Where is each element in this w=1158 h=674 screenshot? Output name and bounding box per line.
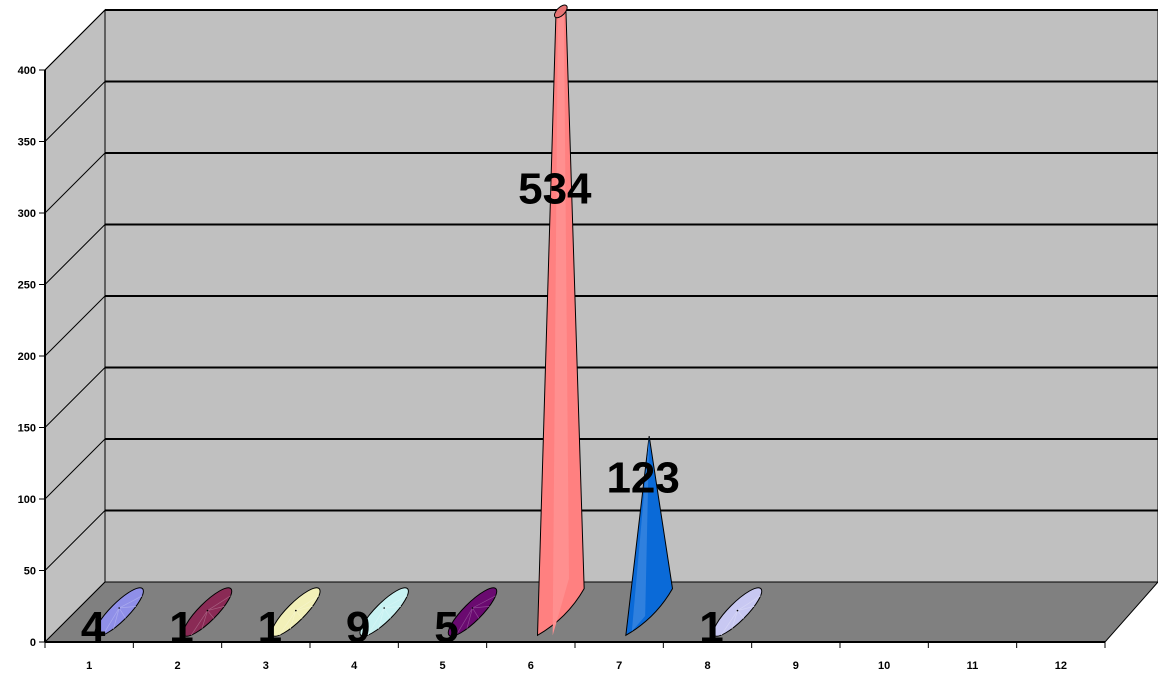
cone-facet — [472, 607, 480, 619]
gridlines — [44, 9, 1158, 571]
data-label-8: 1 — [699, 603, 723, 652]
y-tick-label: 250 — [18, 280, 36, 292]
cone-facet — [279, 610, 297, 636]
y-tick-label: 150 — [18, 423, 36, 435]
data-label-1: 4 — [81, 603, 106, 652]
y-tick-label: 100 — [18, 494, 36, 506]
x-tick-label: 1 — [86, 660, 92, 672]
x-tick-label: 6 — [528, 660, 534, 672]
x-tick-label: 3 — [263, 660, 269, 672]
x-tick-label: 10 — [878, 660, 890, 672]
cone-apex — [206, 609, 209, 612]
cone-facet — [737, 606, 755, 611]
cone-facet — [119, 595, 143, 609]
cone-facet — [207, 606, 225, 611]
cone-facet — [466, 607, 473, 629]
cone-highlight — [631, 436, 650, 632]
data-label-7: 123 — [606, 453, 679, 502]
cone-5 — [447, 587, 498, 637]
y-tick-label: 400 — [18, 65, 36, 77]
cone-facet — [456, 607, 473, 636]
cone-7 — [625, 436, 674, 637]
cone-apex — [736, 609, 739, 612]
gridline-side — [44, 9, 106, 71]
cone-3 — [271, 587, 321, 637]
cone-facet — [731, 610, 738, 629]
cone-facet — [113, 607, 120, 629]
cone-8 — [712, 587, 763, 637]
x-tick-label: 9 — [793, 660, 799, 672]
cone-apex — [118, 607, 120, 609]
gridline-side — [44, 510, 106, 571]
x-tick-label: 7 — [616, 660, 622, 672]
cone-top-cap — [554, 4, 568, 19]
cone-facet — [207, 595, 231, 611]
cone-apex — [295, 609, 297, 612]
cone-facet — [207, 610, 215, 619]
data-label-4: 9 — [346, 603, 370, 652]
cone-4 — [359, 587, 409, 637]
cone-series — [94, 4, 763, 637]
cone-facet — [384, 606, 401, 609]
cone-facet — [119, 606, 136, 609]
cone-apex — [471, 607, 474, 609]
data-label-5: 5 — [434, 603, 458, 652]
x-tick-label: 8 — [704, 660, 710, 672]
y-tick-label: 200 — [18, 351, 36, 363]
y-tick-label: 50 — [24, 566, 36, 578]
cone-facet — [383, 607, 391, 619]
cone-facet — [737, 595, 761, 611]
cone-facet — [295, 595, 320, 611]
x-tick-label: 4 — [351, 660, 358, 672]
gridline-side — [44, 81, 106, 142]
cone-1 — [94, 587, 144, 637]
cone-facet — [295, 606, 313, 611]
cone-facet — [191, 610, 208, 636]
cone-facet — [721, 610, 738, 636]
cone-facet — [378, 607, 385, 629]
x-axis: 1 2 3 4 5 6 7 8 9 10 11 12 — [44, 641, 1106, 672]
y-tick-label: 0 — [30, 637, 36, 649]
cone-facet — [201, 610, 208, 629]
cone-2 — [182, 587, 233, 637]
data-labels: 4 1 1 9 5 534 123 1 — [81, 165, 724, 652]
cone-highlight — [552, 6, 569, 636]
y-tick-label: 300 — [18, 208, 36, 220]
y-tick-label: 350 — [18, 137, 36, 149]
cone-facet — [472, 595, 496, 609]
gridline-side — [44, 367, 106, 428]
y-axis: 0 50 100 150 200 250 300 350 400 — [18, 65, 46, 649]
cone-facet — [102, 607, 120, 636]
data-label-3: 1 — [258, 603, 282, 652]
gridline-side — [44, 438, 106, 500]
cone-facet — [384, 595, 408, 609]
x-tick-label: 2 — [174, 660, 180, 672]
cone-facet — [737, 610, 745, 619]
cone-facet — [367, 607, 385, 636]
x-tick-label: 12 — [1055, 660, 1067, 672]
cone-6 — [536, 4, 585, 637]
cone-facet — [295, 610, 303, 619]
data-label-6: 534 — [518, 165, 592, 214]
x-tick-label: 5 — [439, 660, 445, 672]
cone-facet — [289, 610, 297, 629]
gridline-side — [44, 152, 106, 214]
cone-facet — [472, 606, 490, 609]
cone-facet — [118, 607, 126, 619]
gridline-side — [44, 224, 106, 285]
x-tick-label: 11 — [967, 660, 979, 672]
data-label-2: 1 — [169, 603, 193, 652]
gridline-side — [44, 295, 106, 357]
cone-apex — [383, 607, 385, 609]
